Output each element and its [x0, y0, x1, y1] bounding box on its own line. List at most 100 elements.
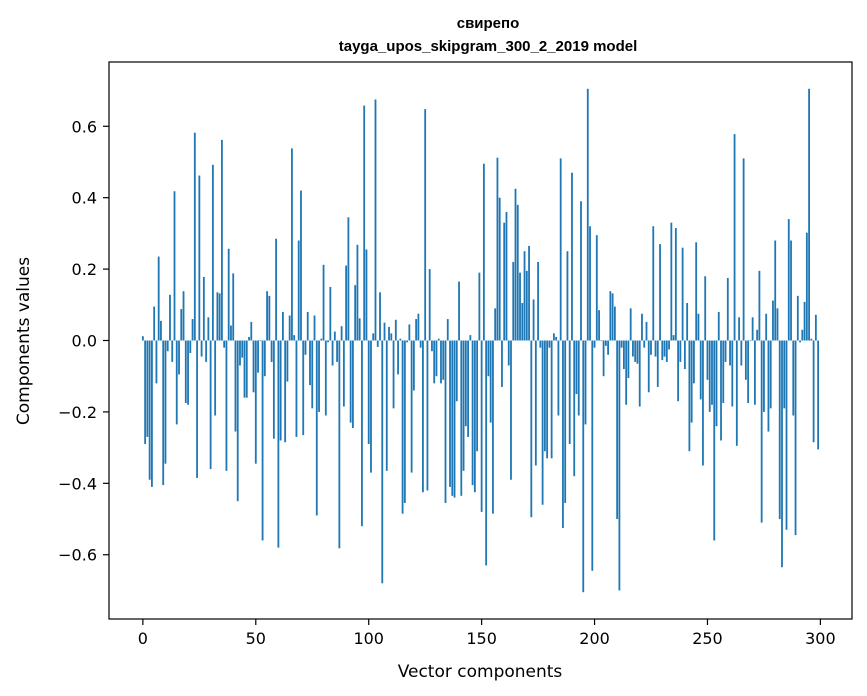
bar [433, 340, 436, 384]
bar [749, 340, 752, 342]
y-axis-label: Components values [14, 257, 34, 425]
bar [702, 340, 704, 466]
bar [347, 217, 350, 341]
bar [275, 238, 278, 341]
bar [300, 190, 302, 341]
bar [738, 317, 740, 341]
bar [291, 148, 293, 341]
x-tick-label: 150 [466, 629, 497, 648]
bar [379, 292, 381, 341]
bar [717, 311, 720, 341]
bar [259, 340, 262, 342]
y-axis: −0.6 −0.4 −0.2 0.0 0.2 0.4 0.6 [58, 117, 109, 565]
bar [388, 326, 390, 341]
bar [774, 240, 777, 341]
bar [232, 273, 235, 341]
bar [446, 319, 449, 341]
bar [403, 340, 406, 503]
bar [645, 321, 648, 341]
bar [555, 336, 558, 341]
bar [243, 340, 246, 398]
bar [349, 340, 352, 423]
bar [530, 340, 533, 518]
bar [471, 340, 474, 486]
bar [241, 340, 244, 358]
bar [652, 226, 655, 341]
bar [485, 340, 488, 566]
bar [327, 340, 329, 343]
bar [356, 244, 359, 341]
bar [480, 340, 483, 512]
bar [672, 335, 675, 341]
bar [460, 340, 463, 496]
bar [521, 303, 524, 341]
bar [329, 286, 332, 341]
bar [573, 340, 576, 477]
bar [442, 340, 445, 380]
bar [467, 340, 469, 437]
bar [801, 329, 804, 341]
bar [151, 340, 153, 487]
bar [724, 340, 727, 362]
bar [473, 340, 476, 493]
bar [598, 310, 600, 341]
bar [297, 240, 300, 341]
bar [584, 340, 587, 425]
bar [419, 340, 422, 348]
bar [451, 340, 454, 496]
bar [492, 340, 494, 514]
y-tick-label: −0.6 [58, 546, 97, 565]
bar [677, 340, 680, 402]
bar [812, 340, 815, 443]
bar [304, 340, 307, 355]
bar [514, 188, 517, 341]
bar [494, 308, 497, 341]
bar [426, 340, 429, 491]
x-tick-label: 100 [353, 629, 384, 648]
bar [333, 331, 336, 341]
bar [729, 340, 731, 366]
bar [175, 340, 178, 425]
bar [650, 340, 652, 355]
bar [532, 299, 535, 341]
bar [324, 340, 327, 416]
bar [367, 340, 370, 445]
bar [279, 340, 282, 441]
bar [383, 322, 386, 341]
bar [720, 340, 722, 441]
bar [693, 340, 695, 384]
bar [564, 340, 567, 503]
bar [263, 340, 266, 377]
bar [487, 340, 490, 377]
bar [668, 340, 670, 350]
bar [248, 336, 250, 341]
bar [674, 228, 677, 341]
bar [178, 340, 180, 375]
bar [284, 340, 287, 443]
bar [385, 340, 388, 471]
bar [557, 340, 560, 416]
bar [155, 340, 158, 384]
bar [763, 340, 765, 412]
bar [342, 340, 345, 407]
bar [618, 340, 621, 591]
bar [428, 269, 431, 341]
bar [740, 340, 743, 366]
bar [381, 340, 384, 584]
bar [221, 139, 223, 341]
bar [345, 265, 348, 341]
bar [169, 294, 171, 341]
chart-title: свирепо [457, 15, 520, 32]
bar [647, 340, 650, 393]
bar [390, 333, 393, 341]
bar [424, 109, 427, 341]
bar [713, 340, 716, 541]
bar [363, 105, 366, 341]
bar [257, 340, 259, 373]
bar [611, 293, 614, 341]
bar [173, 191, 176, 341]
bar [751, 317, 754, 341]
bar [216, 292, 219, 341]
bar [496, 157, 499, 341]
